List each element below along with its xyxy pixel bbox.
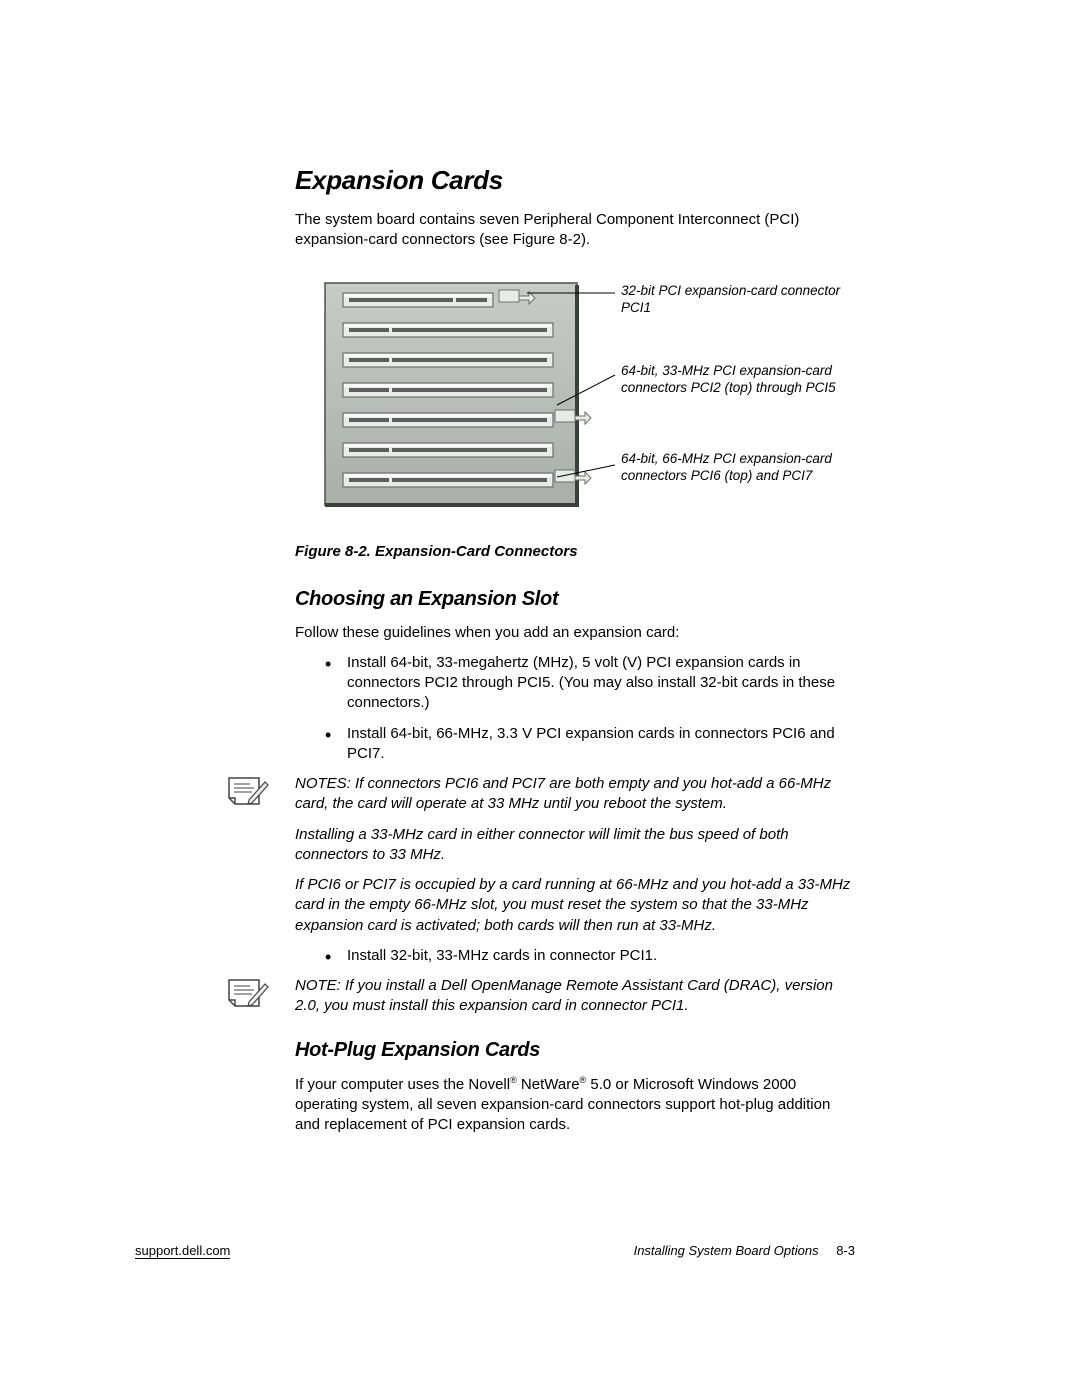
expansion-card-diagram: 32-bit PCI expansion-card connector PCI1… <box>295 275 855 515</box>
note-paragraph: Installing a 33-MHz card in either conne… <box>295 825 855 866</box>
list-item: Install 64-bit, 33-megahertz (MHz), 5 vo… <box>325 653 855 714</box>
list-item: Install 64-bit, 66-MHz, 3.3 V PCI expans… <box>325 724 855 765</box>
choose-intro: Follow these guidelines when you add an … <box>295 623 855 643</box>
hotplug-heading: Hot-Plug Expansion Cards <box>295 1039 855 1062</box>
footer-section-title: Installing System Board Options <box>634 1243 819 1258</box>
list-item: Install 32-bit, 33-MHz cards in connecto… <box>325 946 855 966</box>
note-paragraph: NOTE: If you install a Dell OpenManage R… <box>295 976 855 1017</box>
callout-pci2-5: 64-bit, 33-MHz PCI expansion-card connec… <box>621 363 841 397</box>
page-footer: support.dell.com Installing System Board… <box>135 1243 855 1259</box>
page-heading: Expansion Cards <box>295 165 855 196</box>
note-paragraph: NOTES: If connectors PCI6 and PCI7 are b… <box>295 774 855 815</box>
notes-block-1: NOTES: If connectors PCI6 and PCI7 are b… <box>295 774 855 936</box>
reg-mark: ® <box>510 1075 517 1085</box>
notes-block-2: NOTE: If you install a Dell OpenManage R… <box>295 976 855 1017</box>
text: NetWare <box>517 1076 580 1093</box>
footer-page-number: 8-3 <box>836 1243 855 1258</box>
figure-8-2: 32-bit PCI expansion-card connector PCI1… <box>295 275 855 515</box>
note-icon <box>225 772 269 812</box>
note-icon <box>225 974 269 1014</box>
guidelines-list-1: Install 64-bit, 33-megahertz (MHz), 5 vo… <box>325 653 855 764</box>
footer-url: support.dell.com <box>135 1243 230 1259</box>
note-paragraph: If PCI6 or PCI7 is occupied by a card ru… <box>295 875 855 936</box>
choosing-slot-heading: Choosing an Expansion Slot <box>295 588 855 611</box>
figure-caption: Figure 8-2. Expansion-Card Connectors <box>295 543 855 560</box>
text: If your computer uses the Novell <box>295 1076 510 1093</box>
guidelines-list-2: Install 32-bit, 33-MHz cards in connecto… <box>325 946 855 966</box>
callout-pci1: 32-bit PCI expansion-card connector PCI1 <box>621 283 841 317</box>
footer-title: Installing System Board Options 8-3 <box>634 1243 855 1259</box>
callout-pci6-7: 64-bit, 66-MHz PCI expansion-card connec… <box>621 451 841 485</box>
intro-paragraph: The system board contains seven Peripher… <box>295 210 855 251</box>
hotplug-paragraph: If your computer uses the Novell® NetWar… <box>295 1074 855 1136</box>
